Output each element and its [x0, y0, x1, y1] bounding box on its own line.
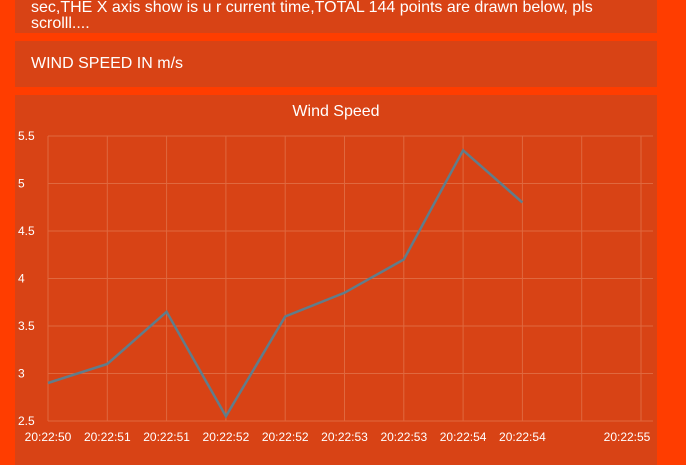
chart-card: Wind Speed 2.5 3 3.5 4 4.5 5 5.5 20:22:50 20:22:… [15, 95, 657, 465]
x-tick-label: 20:22:52 [262, 430, 309, 444]
x-tick-label: 20:22:54 [440, 430, 487, 444]
section-label-card: WIND SPEED IN m/s [15, 41, 657, 87]
x-tick-label: 20:22:53 [321, 430, 368, 444]
info-card: sec,THE X axis show is u r current time,… [15, 0, 657, 33]
y-tick-label: 5 [18, 177, 25, 191]
x-tick-label: 20:22:51 [143, 430, 190, 444]
x-tick-label: 20:22:55 [604, 430, 651, 444]
wind-speed-chart: 2.5 3 3.5 4 4.5 5 5.5 20:22:50 20:22:51 20:22:51 2… [18, 129, 653, 444]
y-tick-label: 4.5 [18, 224, 35, 238]
y-tick-label: 2.5 [18, 414, 35, 428]
x-tick-label: 20:22:51 [84, 430, 131, 444]
x-tick-label: 20:22:53 [380, 430, 427, 444]
y-tick-label: 4 [18, 272, 25, 286]
y-tick-label: 5.5 [18, 129, 35, 143]
section-label: WIND SPEED IN m/s [31, 55, 184, 72]
info-text: sec,THE X axis show is u r current time,… [31, 0, 593, 32]
y-tick-label: 3.5 [18, 319, 35, 333]
y-tick-label: 3 [18, 367, 25, 381]
x-tick-label: 20:22:52 [203, 430, 250, 444]
x-tick-label: 20:22:50 [25, 430, 72, 444]
x-tick-label: 20:22:54 [499, 430, 546, 444]
chart-title: Wind Speed [292, 103, 380, 120]
